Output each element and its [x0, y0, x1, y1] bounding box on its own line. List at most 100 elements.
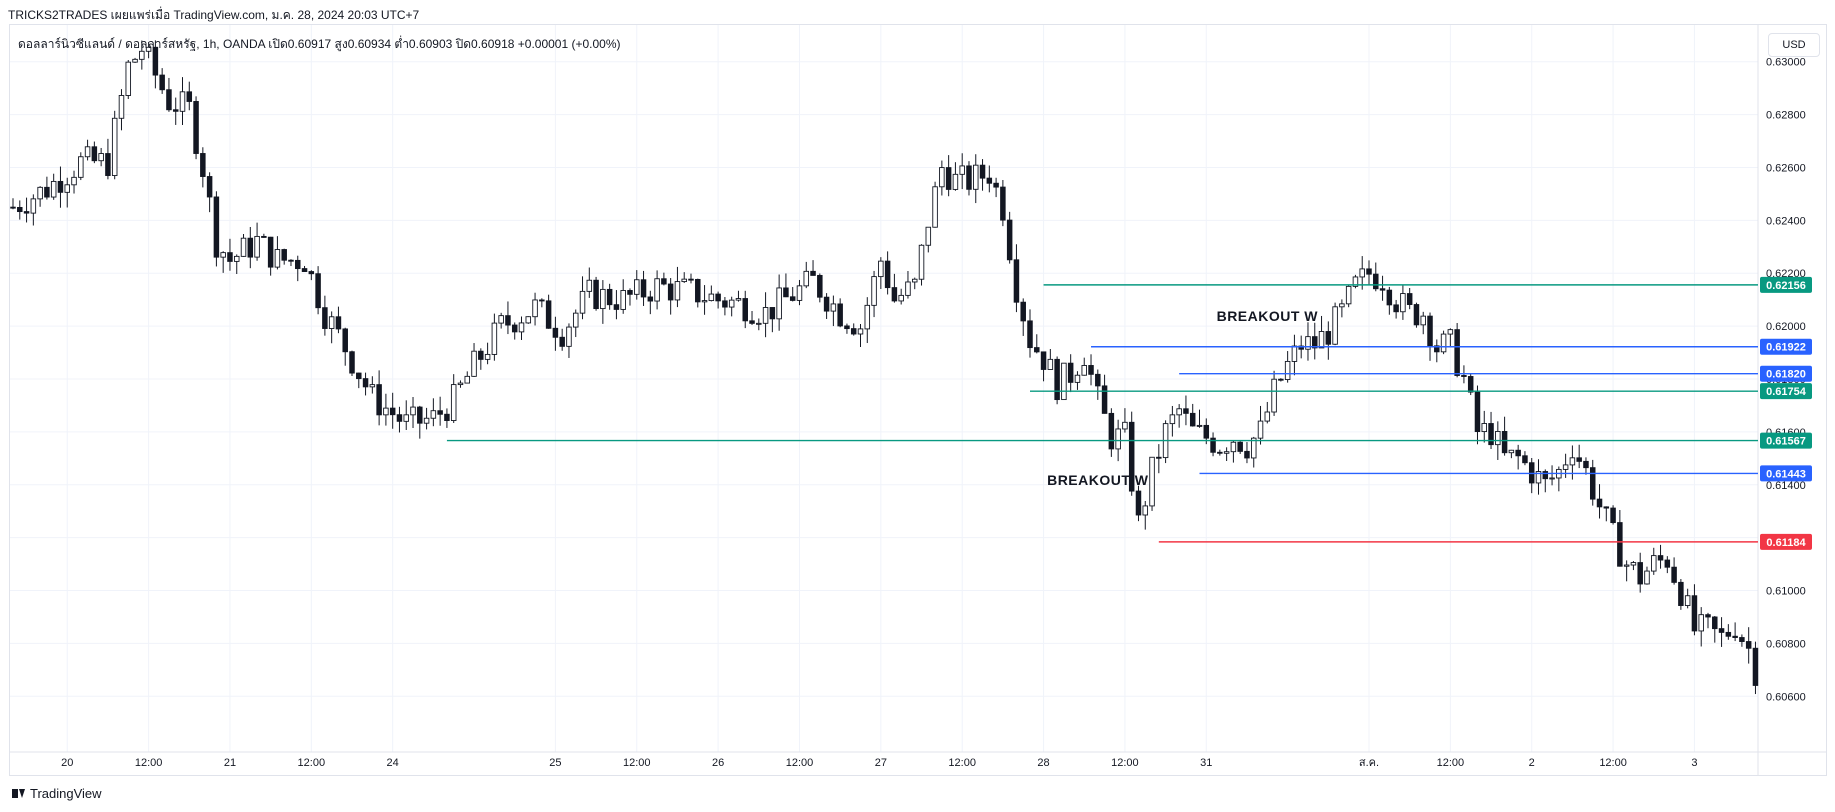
candle-body [966, 165, 972, 190]
candle-body [1610, 507, 1616, 524]
candle-body [647, 296, 654, 302]
candle-body [1020, 301, 1026, 322]
y-tick-label: 0.62400 [1766, 215, 1806, 227]
candle-body [30, 198, 37, 214]
candle-body [50, 180, 57, 198]
candle-body [559, 336, 565, 347]
y-tick-label: 0.60800 [1766, 638, 1806, 650]
candle-body [84, 146, 91, 158]
candle-body [945, 167, 952, 190]
tradingview-footer[interactable]: TradingView [12, 786, 102, 801]
candle-body [566, 326, 572, 347]
candle-body [783, 287, 789, 298]
candle-body [1223, 451, 1230, 454]
candle-body [769, 307, 776, 320]
candle-body [891, 287, 898, 302]
candle-body [749, 320, 755, 324]
candle-body [640, 279, 647, 298]
candle-body [1501, 430, 1508, 454]
candle-body [1210, 437, 1216, 453]
candle-body [233, 255, 240, 262]
candle-body [1088, 365, 1094, 375]
candle-body [1678, 581, 1684, 606]
candle-body [986, 177, 993, 184]
candle-body [661, 278, 667, 285]
candle-body [484, 353, 491, 360]
candle-body [17, 206, 23, 213]
candle-body [206, 176, 213, 198]
candle-body [132, 58, 138, 63]
candle-body [539, 299, 545, 302]
candle-body [369, 384, 376, 388]
x-tick-label: 12:00 [298, 757, 326, 769]
x-tick-label: 28 [1037, 757, 1049, 769]
candle-body [301, 268, 308, 273]
candle-body [518, 322, 525, 333]
candle-body [1447, 329, 1454, 335]
level-price-label: 0.61754 [1766, 386, 1807, 398]
candle-body [1698, 614, 1704, 632]
candle-body [1169, 414, 1176, 425]
candle-body [145, 46, 152, 52]
candle-body [973, 164, 979, 190]
candle-body [600, 288, 606, 310]
candle-body [681, 278, 687, 283]
candle-body [1549, 477, 1555, 480]
candle-body [1183, 408, 1189, 414]
candle-body [1189, 412, 1196, 427]
candle-body [37, 186, 43, 200]
candle-body [1386, 289, 1393, 306]
candle-body [1535, 471, 1542, 484]
candle-body [1569, 457, 1576, 466]
candle-body [498, 315, 504, 324]
candle-body [376, 384, 382, 416]
candle-body [1644, 570, 1650, 585]
candle-body [586, 279, 593, 292]
candle-body [545, 300, 552, 329]
candle-body [911, 278, 918, 283]
candle-body [288, 259, 294, 262]
breakout-annotation: BREAKOUT W [1217, 308, 1319, 324]
candle-body [1705, 614, 1711, 618]
candle-body [457, 382, 464, 386]
candle-body [356, 372, 362, 380]
candle-body [505, 315, 511, 326]
currency-button[interactable]: USD [1768, 33, 1820, 57]
candle-body [247, 237, 254, 258]
candle-body [525, 316, 532, 324]
x-tick-label: 12:00 [623, 757, 651, 769]
candle-body [1420, 315, 1426, 326]
chart-frame [9, 24, 1827, 776]
candle-body [152, 46, 159, 76]
candle-body [383, 407, 389, 416]
candle-body [349, 351, 355, 374]
candle-body [417, 406, 423, 424]
candle-body [762, 307, 769, 324]
candle-body [172, 109, 179, 112]
candle-body [1061, 362, 1067, 401]
symbol-legend: ดอลลาร์นิวซีแลนด์ / ดอลลาร์สหรัฐ, 1h, OA… [18, 37, 621, 51]
candle-body [979, 164, 986, 179]
candle-body [1122, 421, 1128, 430]
x-tick-label: 20 [61, 757, 73, 769]
candle-body [1040, 351, 1047, 370]
candle-body [1318, 331, 1325, 349]
candle-body [1230, 441, 1237, 453]
candle-body [1108, 412, 1115, 450]
candle-body [898, 294, 904, 302]
candle-body [64, 184, 70, 193]
candle-body [1156, 456, 1162, 459]
x-tick-label: 26 [712, 757, 724, 769]
candle-body [857, 328, 864, 335]
candle-body [1495, 430, 1501, 446]
candle-body [606, 288, 613, 306]
x-tick-label: 12:00 [1599, 757, 1627, 769]
candle-body [1250, 437, 1257, 459]
level-price-tag [1760, 276, 1812, 293]
candle-body [1745, 641, 1752, 649]
candle-body [105, 153, 111, 176]
candle-body [322, 307, 328, 329]
candle-body [125, 61, 132, 96]
candle-body [1684, 595, 1691, 606]
